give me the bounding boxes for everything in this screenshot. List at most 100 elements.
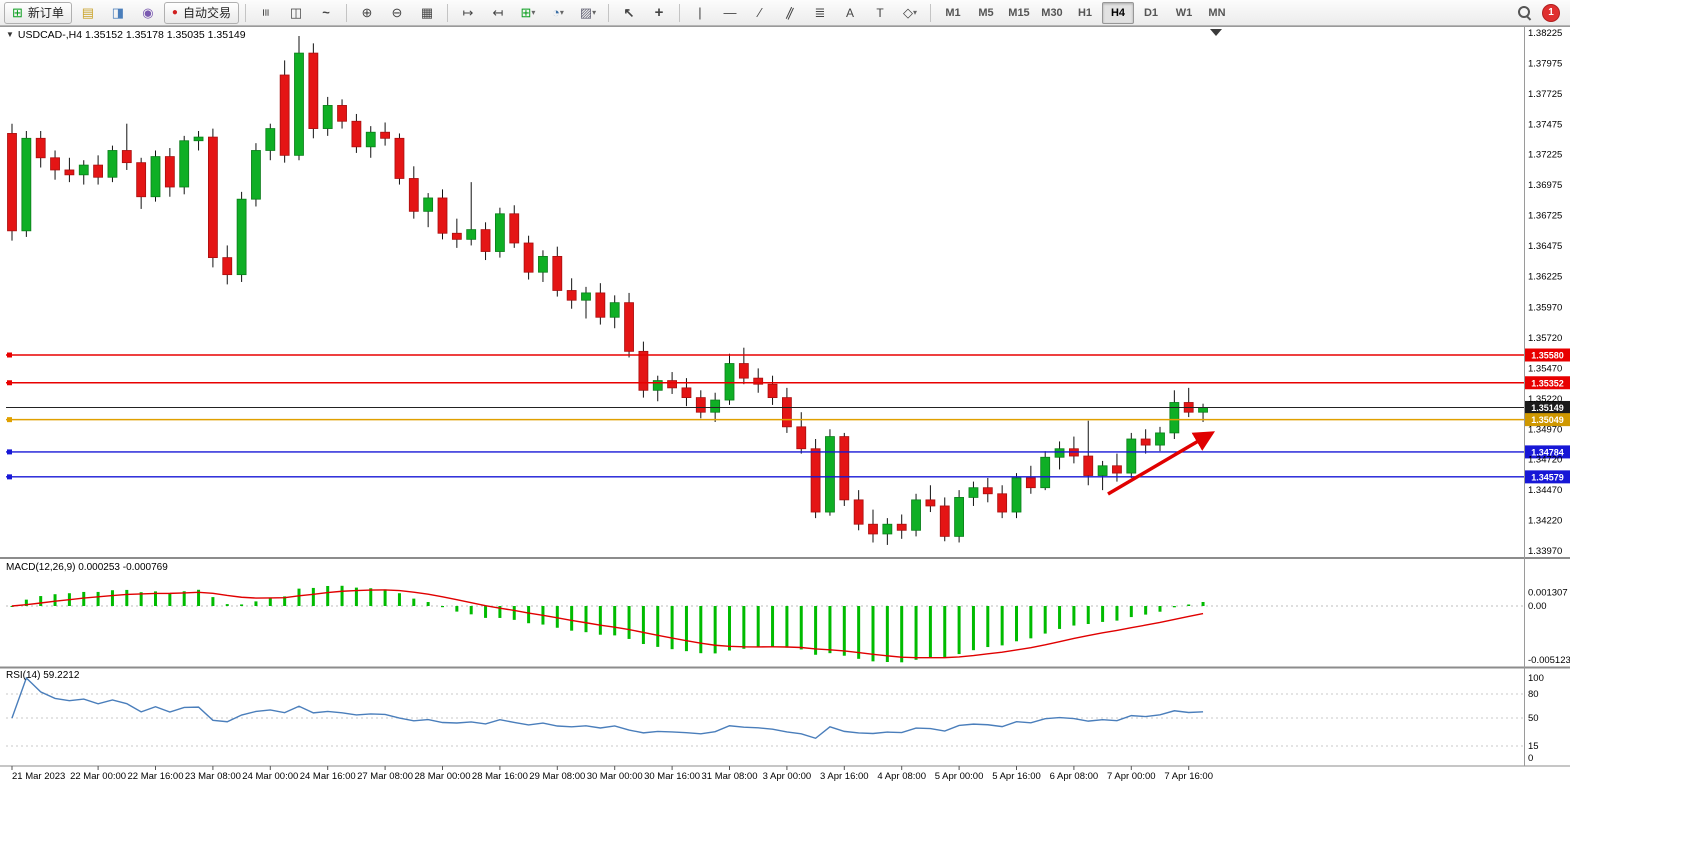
cursor-button[interactable]: ↖ [615, 2, 643, 24]
macd-bar [699, 606, 703, 654]
chart-shift-button[interactable]: ↤ [484, 2, 512, 24]
time-axis-label: 30 Mar 16:00 [644, 771, 700, 782]
text-label-button[interactable]: T [866, 2, 894, 24]
time-axis-label: 31 Mar 08:00 [702, 771, 758, 782]
line-anchor-handle[interactable] [7, 380, 12, 386]
macd-bar [154, 591, 157, 606]
horizontal-line-button[interactable]: — [716, 2, 744, 24]
chart-shift-marker[interactable] [1210, 29, 1222, 36]
arrows-button[interactable]: ◇ ▾ [896, 2, 924, 24]
timeframe-m15-button[interactable]: M15 [1008, 6, 1030, 19]
timeframe-m30-button[interactable]: M30 [1041, 6, 1063, 19]
zoom-in-icon: ⊕ [361, 5, 373, 20]
price-badge-label: 1.34579 [1531, 472, 1564, 482]
line-anchor-handle[interactable] [7, 449, 12, 455]
candle-body [179, 140, 190, 188]
trendline-button[interactable]: ∕ [746, 2, 774, 24]
timeframe-mn-button[interactable]: MN [1208, 6, 1226, 19]
price-axis-label: 1.36475 [1528, 241, 1562, 252]
trendline-icon: ∕ [758, 5, 762, 20]
macd-bar [1158, 606, 1162, 612]
macd-bar [928, 606, 932, 658]
add-indicator-button[interactable]: ⊞ ▾ [514, 2, 542, 24]
time-axis-label: 7 Apr 16:00 [1164, 771, 1213, 782]
candle-body [796, 426, 807, 450]
text-button[interactable]: A [836, 2, 864, 24]
macd-bar [110, 590, 114, 606]
macd-bar [900, 606, 904, 663]
rsi-axis-label: 15 [1528, 741, 1539, 752]
notification-badge[interactable]: 1 [1542, 3, 1560, 22]
channel-button[interactable]: ∥ [776, 2, 804, 24]
candle-body [35, 137, 46, 159]
macd-bar [914, 606, 918, 660]
price-axis-label: 1.34220 [1528, 516, 1562, 527]
search-icon[interactable] [1517, 5, 1532, 20]
line-anchor-handle[interactable] [7, 352, 12, 358]
candle-body [1126, 438, 1137, 474]
tile-windows-icon: ▦ [420, 5, 434, 20]
line-chart-icon: ~ [322, 5, 330, 20]
periods-button[interactable]: ◔ ▾ [544, 2, 572, 24]
macd-axis-label: -0.005123 [1528, 655, 1570, 666]
line-anchor-handle[interactable] [7, 417, 12, 423]
timeframe-h4-button[interactable]: H4 [1101, 1, 1134, 24]
chart-canvas[interactable]: 1.35580 1.35352 1.35149 1.35049 1.34784 1.345… [0, 0, 1570, 800]
macd-signal-line [11, 589, 1204, 659]
macd-bar [1144, 606, 1148, 615]
fibonacci-button[interactable]: ≣ [806, 2, 834, 24]
zoom-out-button[interactable]: ⊖ [383, 2, 411, 24]
price-badge [1525, 445, 1570, 459]
bar-chart-button[interactable]: ≡ [252, 2, 280, 24]
candle-body [394, 137, 405, 179]
channel-icon: ∥ [783, 4, 797, 21]
candle-body [868, 523, 878, 535]
candle-body [466, 229, 477, 240]
macd-histogram [10, 585, 1205, 663]
candlestick-chart-button[interactable]: ◫ [282, 2, 310, 24]
timeframe-d1-button[interactable]: D1 [1143, 6, 1159, 19]
crosshair-button[interactable]: + [645, 2, 673, 24]
candle-body [1097, 465, 1108, 476]
macd-bar [412, 598, 416, 606]
auto-trading-button[interactable]: ● 自动交易 [163, 1, 239, 24]
candle-body [1040, 456, 1051, 489]
candle-body [150, 156, 161, 198]
macd-bar [584, 606, 588, 633]
zoom-in-button[interactable]: ⊕ [353, 2, 381, 24]
tile-windows-button[interactable]: ▦ [413, 2, 441, 24]
candle-body [681, 387, 692, 399]
templates-button[interactable]: ▨ ▾ [574, 2, 602, 24]
cursor-arrow-icon: ↖ [623, 5, 635, 20]
macd-bar [512, 606, 516, 620]
timeframe-w1-button[interactable]: W1 [1175, 6, 1193, 19]
trend-annotation-arrow[interactable] [1107, 431, 1216, 496]
dropdown-caret-icon: ▾ [559, 7, 564, 17]
market-watch-button[interactable]: ▤ [74, 2, 102, 24]
candle-body [265, 128, 276, 151]
time-axis-label: 3 Apr 16:00 [820, 771, 869, 782]
macd-bar [1101, 606, 1105, 622]
timeframe-m1-button[interactable]: M1 [945, 6, 961, 19]
timeframe-m5-button[interactable]: M5 [978, 6, 994, 19]
navigator-button[interactable]: ◉ [134, 2, 162, 24]
auto-scroll-button[interactable]: ↦ [454, 2, 482, 24]
data-window-button[interactable]: ◨ [104, 2, 132, 24]
candle-body [939, 505, 950, 537]
candle-body [767, 383, 778, 399]
macd-bar [1086, 606, 1090, 625]
vertical-line-button[interactable]: | [686, 2, 714, 24]
fibonacci-icon: ≣ [814, 5, 826, 20]
timeframe-toolbar: M1 M5 M15 M30 H1 H4 D1 W1 MN [937, 1, 1233, 24]
line-chart-button[interactable]: ~ [312, 2, 340, 24]
new-order-button[interactable]: ⊞ 新订单 [4, 1, 72, 24]
main-toolbar: ⊞ 新订单 ▤ ◨ ◉ ● 自动交易 ≡ ◫ ~ ⊕ ⊖ ▦ ↦ ↤ ⊞ ▾ ◔ ▾… [0, 0, 1570, 26]
one-click-trading-icon[interactable]: ▼ [6, 30, 14, 39]
timeframe-h1-button[interactable]: H1 [1077, 6, 1093, 19]
line-anchor-handle[interactable] [7, 474, 12, 480]
price-axis-label: 1.37975 [1528, 58, 1562, 69]
candle-body [695, 397, 706, 413]
price-axis-label: 1.33970 [1528, 546, 1562, 557]
candle-body [925, 499, 936, 507]
auto-scroll-icon: ↦ [462, 5, 474, 20]
